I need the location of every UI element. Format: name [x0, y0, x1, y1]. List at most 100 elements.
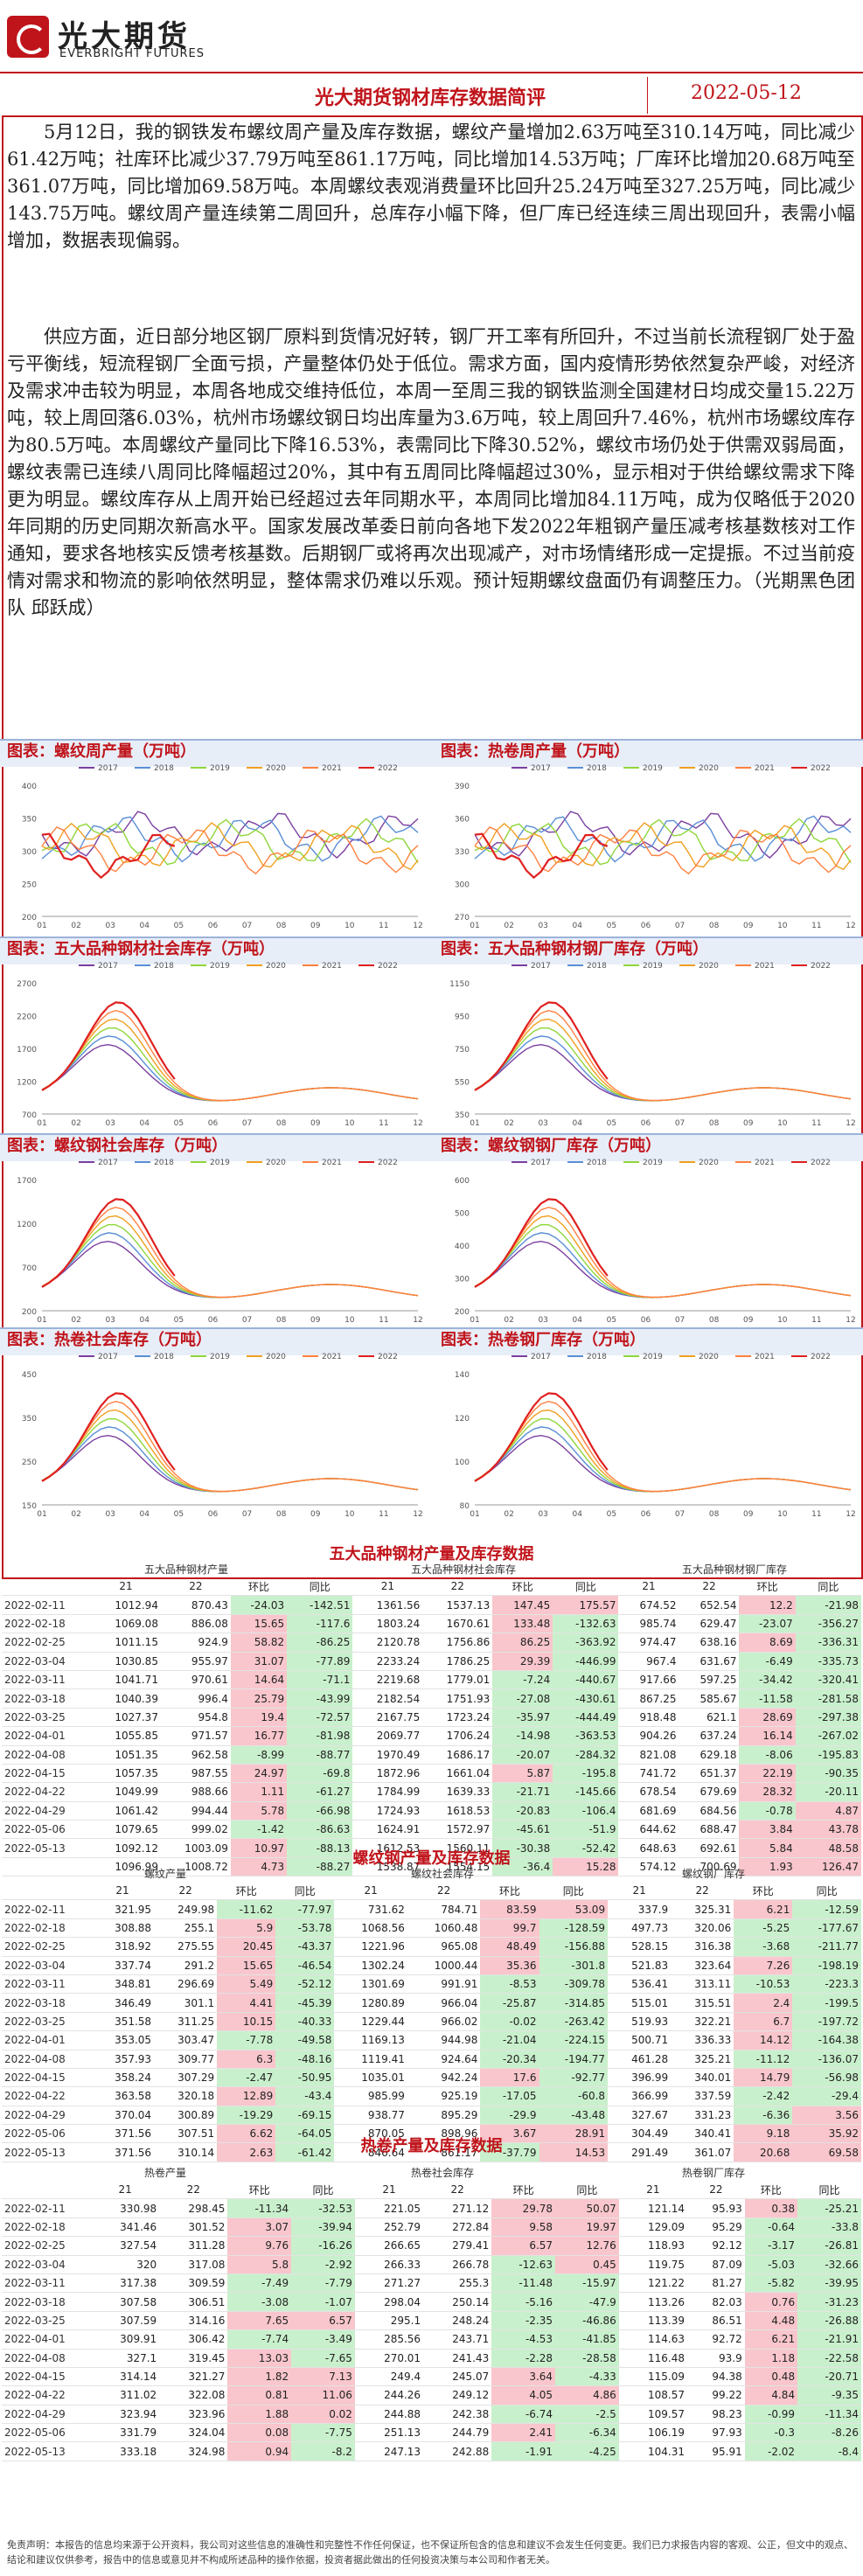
x-tick: 03: [538, 1119, 547, 1128]
header-divider: [0, 72, 863, 73]
table-cell: 674.52: [618, 1595, 679, 1615]
x-tick: 11: [379, 1119, 388, 1128]
chart-label-five-mill: 图表：五大品种钢材钢厂库存（万吨）: [441, 940, 708, 958]
y-tick: 250: [22, 881, 37, 890]
table-cell: 301.1: [154, 1993, 218, 2013]
table-cell: 2233.24: [352, 1652, 423, 1671]
table-cell: 1061.42: [91, 1801, 161, 1821]
table-cell: 898.96: [407, 2124, 481, 2144]
table-cell: 17.6: [480, 2068, 539, 2088]
legend-label: 2017: [98, 764, 118, 773]
table-cell: 295.1: [354, 2311, 424, 2331]
legend-label: 2017: [98, 962, 118, 971]
table-cell: 6.57: [291, 2311, 355, 2331]
table-row: 2022-04-01 1055.85 971.57 16.77 -81.98 2069.7…: [2, 1726, 861, 1746]
table-cell: -1.91: [491, 2441, 556, 2461]
table-cell: 311.25: [154, 2012, 218, 2032]
table-cell: 1.11: [230, 1782, 288, 1802]
table-cell: 5.8: [227, 2255, 292, 2274]
x-tick: 07: [675, 922, 685, 930]
table-cell: 97.93: [686, 2423, 745, 2443]
table-cell: 5.78: [230, 1801, 288, 1821]
table-row: 2022-04-22 363.58 320.18 12.89 -43.4 985.99 92…: [2, 2086, 861, 2106]
legend-label: 2021: [322, 764, 342, 773]
table-cell: 4.84: [744, 2385, 798, 2405]
table-cell: 2022-04-22: [2, 2385, 91, 2405]
table-title-five: 五大品种钢材产量及库存数据: [329, 1545, 534, 1563]
legend-label: 2022: [811, 1159, 831, 1167]
table-cell: 348.81: [91, 1974, 155, 1995]
x-tick: 01: [37, 1510, 46, 1519]
x-tick: 01: [470, 1510, 479, 1519]
table-cell: 28.69: [739, 1708, 796, 1728]
table-cell: 2022-04-22: [2, 1782, 91, 1802]
table-cell: -446.99: [553, 1652, 619, 1671]
x-tick: 11: [811, 922, 821, 930]
table-row: 2022-04-08 327.1 319.45 13.03 -7.65 270.01 241…: [2, 2349, 861, 2368]
x-tick: 11: [379, 1316, 388, 1325]
table-cell: 5.87: [492, 1764, 553, 1784]
x-tick: 01: [37, 1119, 46, 1128]
table-cell: 327.1: [91, 2349, 160, 2368]
table-row: 2022-02-18 341.46 301.52 3.07 -39.94 252.79 27…: [2, 2217, 861, 2238]
y-tick: 120: [455, 1415, 470, 1424]
table-cell: 266.65: [354, 2236, 424, 2256]
table-cell: [2, 1857, 91, 1877]
table-cell: 248.24: [423, 2311, 492, 2331]
table-cell: 7.13: [291, 2367, 355, 2387]
table-cell: 6.57: [491, 2236, 556, 2256]
table-cell: 1560.11: [422, 1838, 493, 1858]
table-cell: 2.63: [217, 2142, 276, 2162]
table-cell: 621.1: [679, 1708, 740, 1728]
table-cell: 2022-04-29: [2, 1801, 91, 1821]
table-cell: 285.56: [354, 2329, 424, 2350]
legend-label: 2017: [531, 764, 551, 773]
x-tick: 10: [345, 1510, 355, 1519]
table-row: 2022-03-04 1030.85 955.97 31.07 -77.89 2233.2…: [2, 1652, 861, 1671]
series-line: [474, 1206, 852, 1298]
series-line: [41, 1409, 419, 1493]
table-cell: 1096.99: [91, 1857, 161, 1877]
header-cell: 同比: [539, 1882, 609, 1901]
table-row: 2022-02-11 321.95 249.98 -11.62 -77.97 731.62…: [2, 1899, 861, 1919]
table-cell: -8.99: [230, 1745, 288, 1765]
table-row: 2022-03-04 337.74 291.2 15.65 -46.54 1302.24 1…: [2, 1956, 861, 1975]
table-cell: 0.45: [555, 2255, 619, 2274]
table-cell: -309.78: [539, 1974, 609, 1995]
x-tick: 02: [504, 1316, 513, 1325]
table-cell: 15.65: [230, 1614, 288, 1634]
x-tick: 08: [709, 922, 720, 930]
table-cell: 14.64: [230, 1670, 288, 1690]
table-cell: -35.97: [492, 1708, 553, 1728]
table-cell: 19.4: [230, 1708, 288, 1728]
table-cell: -211.77: [792, 1937, 861, 1957]
series-line: [41, 1018, 419, 1102]
table-cell: -37.79: [480, 2142, 539, 2162]
table-cell: -26.81: [797, 2236, 861, 2256]
table-cell: 311.02: [91, 2385, 160, 2405]
x-tick: 05: [607, 1119, 616, 1128]
series-line: [474, 1409, 852, 1493]
table-cell: 6.62: [217, 2124, 276, 2144]
brand-name-en: EVERBRIGHT FUTURES: [59, 47, 205, 60]
legend-label: 2021: [322, 1353, 342, 1361]
table-cell: 638.16: [679, 1633, 740, 1653]
table-cell: 1538.87: [352, 1857, 423, 1877]
x-tick: 02: [71, 1119, 80, 1128]
legend-label: 2021: [755, 764, 775, 773]
table-cell: 515.01: [608, 1993, 672, 2013]
legend-label: 2018: [587, 1159, 607, 1167]
table-row: 1096.99 1008.72 4.73 -88.27 1538.87 1554.15 -3…: [2, 1857, 861, 1877]
table-cell: 320.06: [671, 1918, 734, 1939]
legend-label: 2019: [210, 1159, 230, 1167]
table-cell: -8.4: [797, 2441, 861, 2461]
y-tick: 360: [455, 816, 470, 825]
table-cell: 1051.35: [91, 1745, 161, 1765]
table-cell: 396.99: [608, 2068, 672, 2088]
table-cell: -195.83: [795, 1745, 861, 1765]
table-cell: -8.06: [739, 1745, 796, 1765]
table-cell: 1302.24: [334, 1956, 407, 1975]
y-tick: 450: [22, 1371, 37, 1380]
table-cell: 307.29: [154, 2068, 218, 2088]
table-cell: 9.58: [491, 2217, 556, 2238]
